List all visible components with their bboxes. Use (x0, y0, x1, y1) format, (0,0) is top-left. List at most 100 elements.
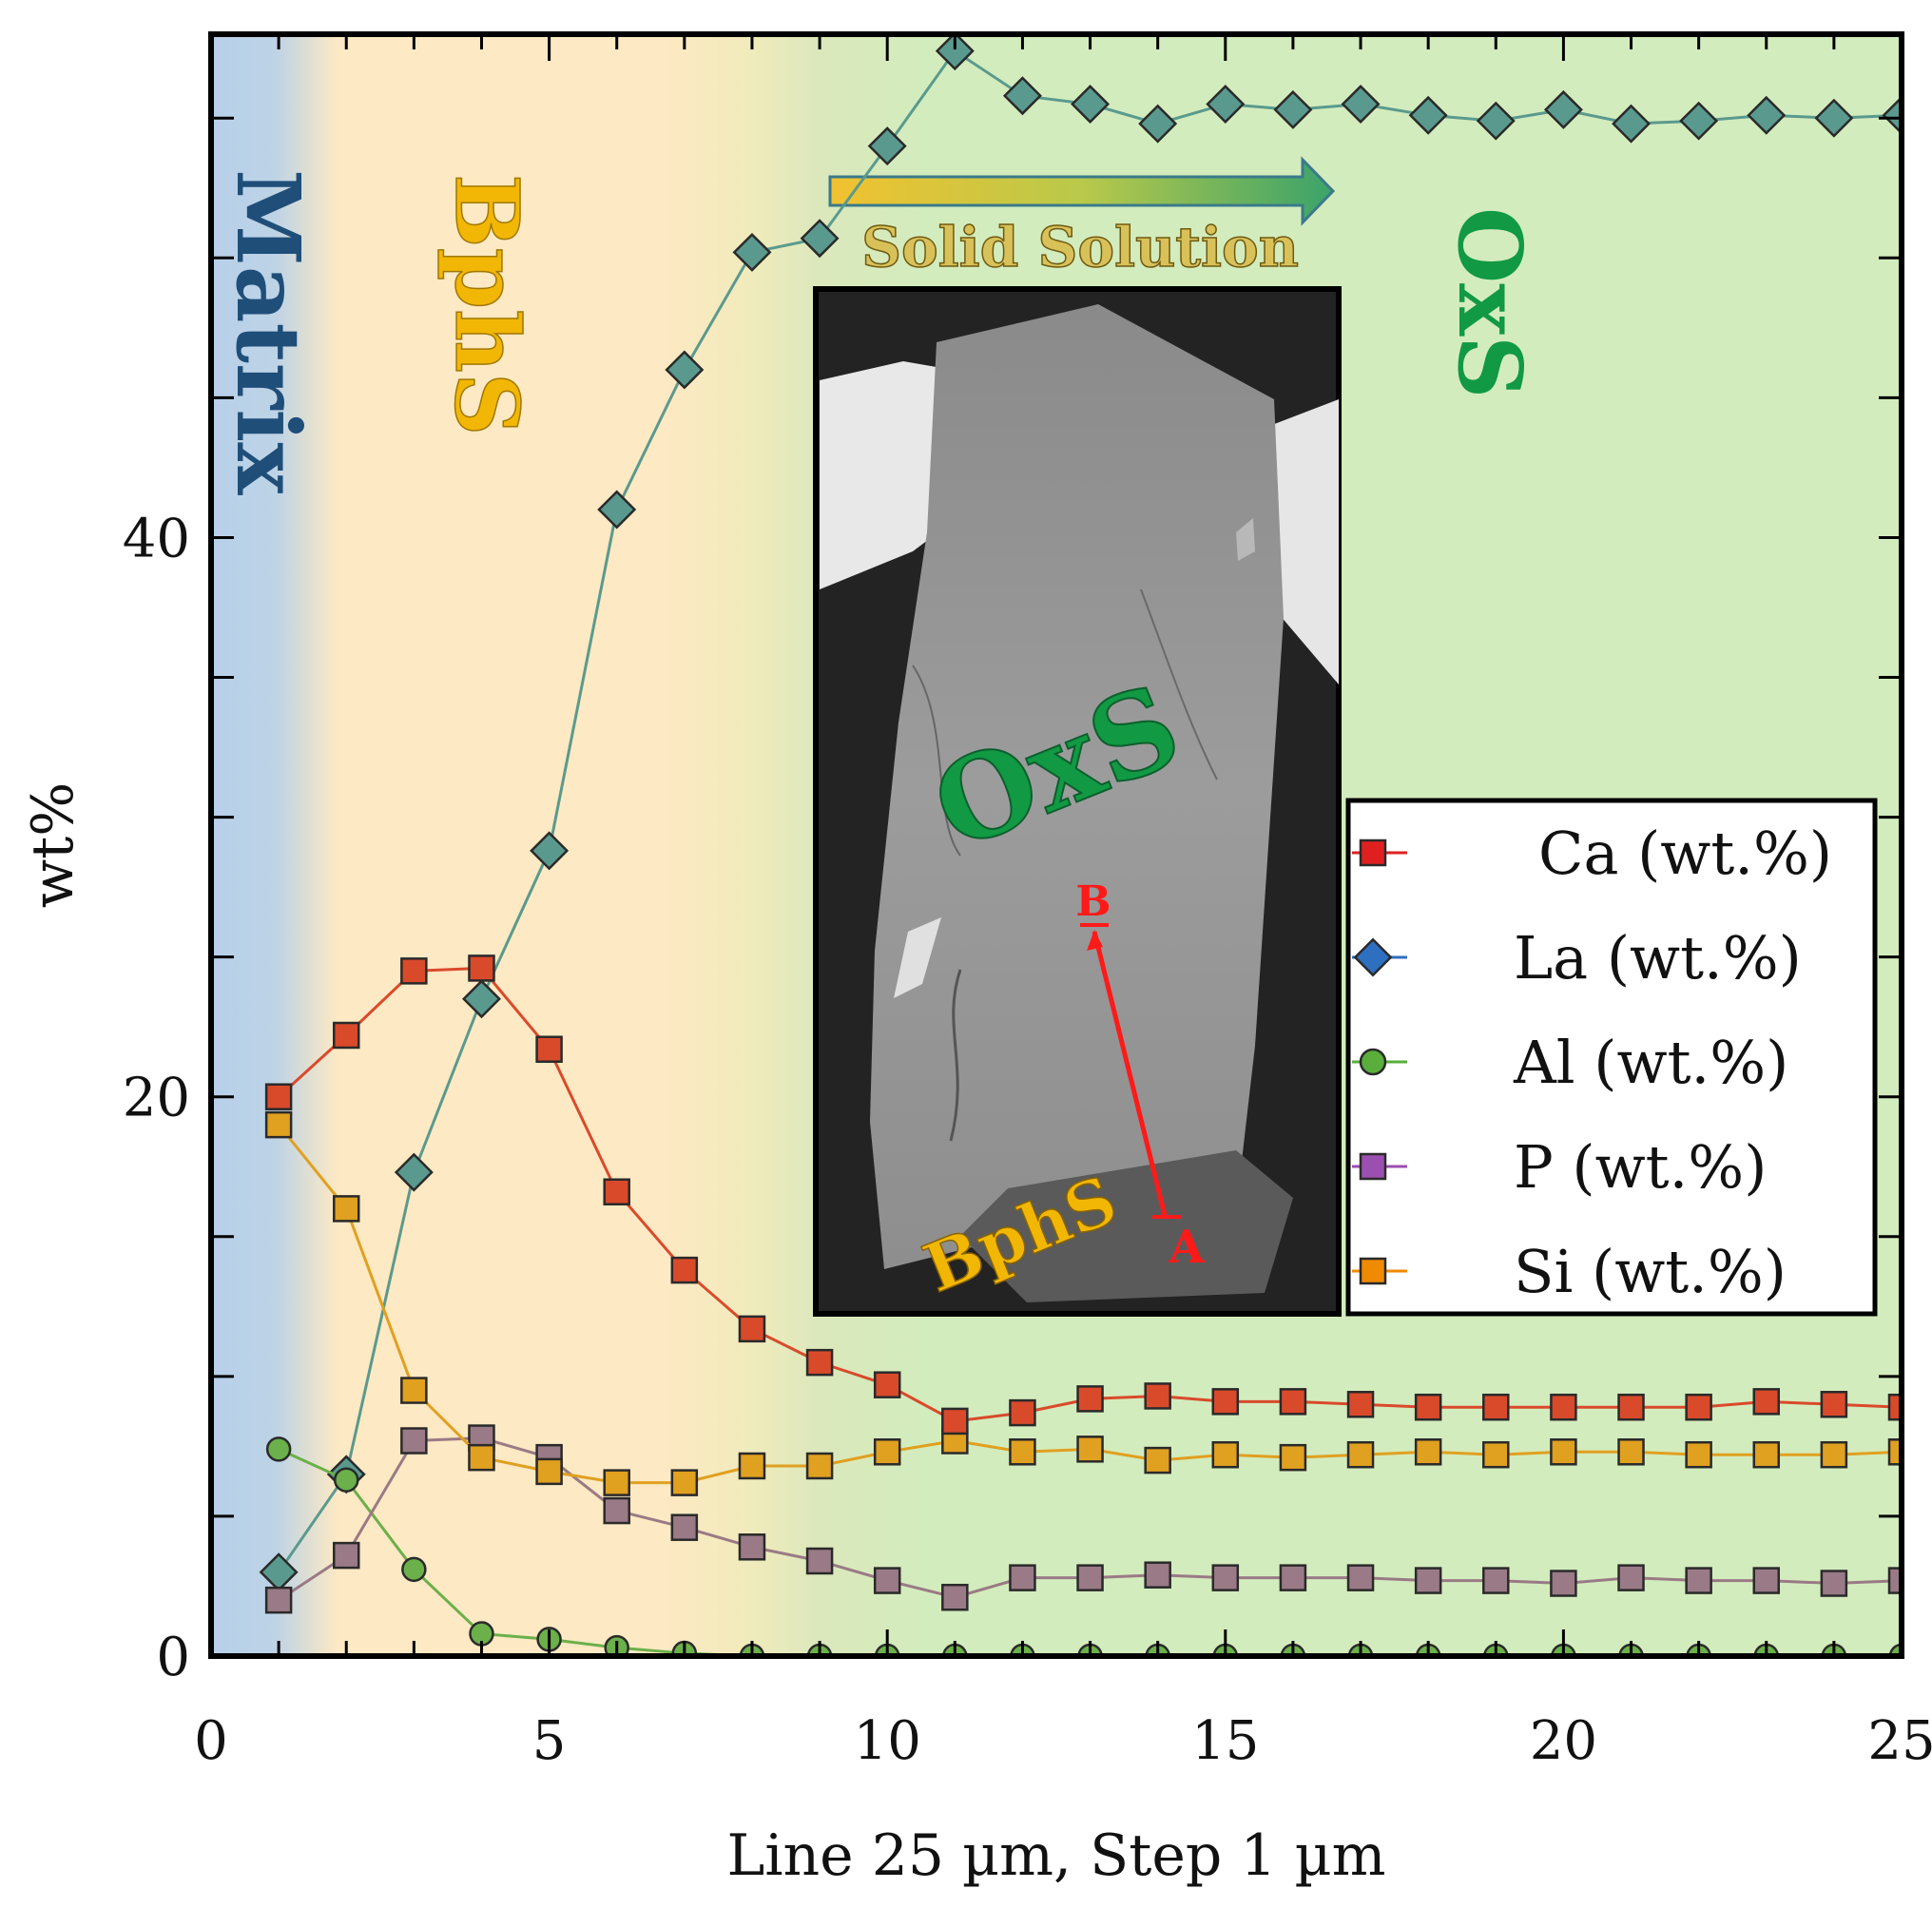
legend: Ca (wt.%) La (wt.%) Al (wt.%) P (wt.%) Si (w… (1345, 798, 1878, 1317)
legend-box (1345, 798, 1878, 1317)
data-point-si-2 (332, 1195, 360, 1223)
solid-solution-arrow (828, 156, 1336, 226)
data-point-ca-16 (1279, 1388, 1307, 1416)
data-point-p-22 (1685, 1567, 1712, 1594)
data-point-la-16 (1273, 89, 1313, 129)
data-point-la-14 (1138, 104, 1178, 144)
data-point-p-24 (1820, 1570, 1848, 1597)
data-point-p-1 (264, 1586, 293, 1614)
data-point-si-21 (1617, 1438, 1645, 1466)
data-point-ca-10 (873, 1371, 901, 1398)
series-ca (264, 954, 1902, 1436)
data-point-si-17 (1346, 1440, 1375, 1469)
data-point-la-19 (1476, 101, 1516, 141)
data-point-p-6 (603, 1496, 630, 1525)
inset-label-b: B (1075, 877, 1111, 926)
data-point-si-20 (1550, 1438, 1577, 1466)
data-point-ca-20 (1550, 1393, 1577, 1421)
y-tick-label-20: 20 (123, 1068, 190, 1129)
data-point-ca-6 (603, 1178, 630, 1205)
data-point-p-9 (805, 1547, 834, 1575)
data-point-ca-7 (670, 1256, 699, 1284)
legend-marker-la (1353, 937, 1393, 977)
data-point-la-10 (867, 126, 907, 166)
data-point-al-3 (401, 1556, 427, 1583)
x-axis-label: Line 25 µm, Step 1 µm (726, 1822, 1385, 1889)
x-tick-label-20: 20 (1530, 1710, 1597, 1772)
x-tick-label-15: 15 (1191, 1710, 1259, 1772)
y-tick-label-0: 0 (156, 1627, 190, 1688)
region-label-bphs: BphS (435, 174, 538, 435)
data-point-la-24 (1814, 98, 1854, 138)
data-point-si-22 (1685, 1440, 1712, 1469)
data-point-ca-9 (805, 1348, 834, 1377)
legend-label-la: La (wt.%) (1514, 923, 1802, 993)
data-point-si-5 (535, 1457, 563, 1486)
inset-line-ab (1092, 931, 1168, 1216)
data-point-si-25 (1887, 1438, 1902, 1466)
data-point-si-18 (1414, 1438, 1442, 1466)
axes: 0 5 10 15 20 25 0 20 40 (123, 31, 1932, 1772)
data-point-la-8 (732, 232, 772, 272)
data-point-si-1 (264, 1110, 293, 1139)
data-point-ca-21 (1617, 1393, 1645, 1421)
data-point-p-16 (1279, 1564, 1307, 1591)
data-point-ca-8 (738, 1315, 766, 1343)
data-point-ca-2 (332, 1021, 360, 1050)
legend-label-al: Al (wt.%) (1513, 1028, 1788, 1097)
data-point-la-6 (597, 490, 637, 530)
data-point-al-1 (265, 1436, 292, 1462)
data-point-si-13 (1076, 1436, 1104, 1463)
data-point-la-11 (935, 34, 975, 71)
data-point-la-20 (1543, 89, 1583, 129)
data-point-p-13 (1076, 1564, 1104, 1591)
region-label-matrix: Matrix (217, 169, 319, 495)
data-point-p-14 (1144, 1561, 1171, 1589)
solid-solution-label: Solid Solution (861, 215, 1299, 279)
data-point-si-24 (1820, 1440, 1848, 1469)
data-point-p-20 (1550, 1570, 1577, 1597)
data-point-si-8 (738, 1452, 766, 1480)
data-point-p-2 (332, 1541, 360, 1570)
data-point-ca-11 (941, 1407, 969, 1436)
data-point-la-4 (461, 979, 501, 1019)
legend-label-si: Si (wt.%) (1514, 1237, 1787, 1306)
data-point-si-19 (1482, 1440, 1510, 1469)
data-point-la-3 (394, 1152, 434, 1192)
data-point-la-7 (665, 350, 705, 390)
region-label-oxs: OxS (1439, 207, 1541, 398)
legend-label-p: P (wt.%) (1514, 1132, 1767, 1202)
data-point-p-12 (1009, 1564, 1036, 1591)
legend-marker-al (1359, 1048, 1387, 1076)
data-point-p-10 (873, 1567, 901, 1594)
data-point-la-17 (1341, 85, 1381, 125)
data-point-la-9 (800, 219, 840, 259)
data-point-si-15 (1211, 1440, 1240, 1469)
data-point-p-11 (941, 1583, 969, 1611)
data-point-p-8 (738, 1533, 766, 1561)
data-point-p-23 (1752, 1567, 1781, 1594)
data-point-ca-17 (1346, 1391, 1375, 1418)
data-point-ca-23 (1752, 1388, 1781, 1416)
data-point-ca-1 (264, 1083, 293, 1110)
data-point-si-6 (603, 1469, 630, 1496)
data-point-ca-14 (1144, 1382, 1171, 1410)
data-point-p-19 (1482, 1567, 1510, 1594)
legend-marker-si (1359, 1257, 1387, 1285)
data-point-p-3 (400, 1427, 428, 1455)
data-point-si-23 (1752, 1440, 1781, 1469)
series-si (264, 1110, 1902, 1496)
data-point-si-12 (1009, 1438, 1036, 1466)
data-point-si-3 (400, 1377, 428, 1404)
data-point-si-10 (873, 1438, 901, 1466)
series-la (259, 34, 1902, 1592)
inset-label-a: A (1168, 1221, 1205, 1274)
inset-arrowhead-b (1087, 930, 1103, 951)
y-axis-label: wt% (20, 782, 87, 908)
data-point-p-18 (1414, 1567, 1442, 1594)
data-point-si-7 (670, 1469, 699, 1496)
data-point-la-13 (1071, 85, 1111, 125)
legend-marker-ca (1359, 838, 1387, 867)
data-point-p-25 (1887, 1567, 1902, 1594)
